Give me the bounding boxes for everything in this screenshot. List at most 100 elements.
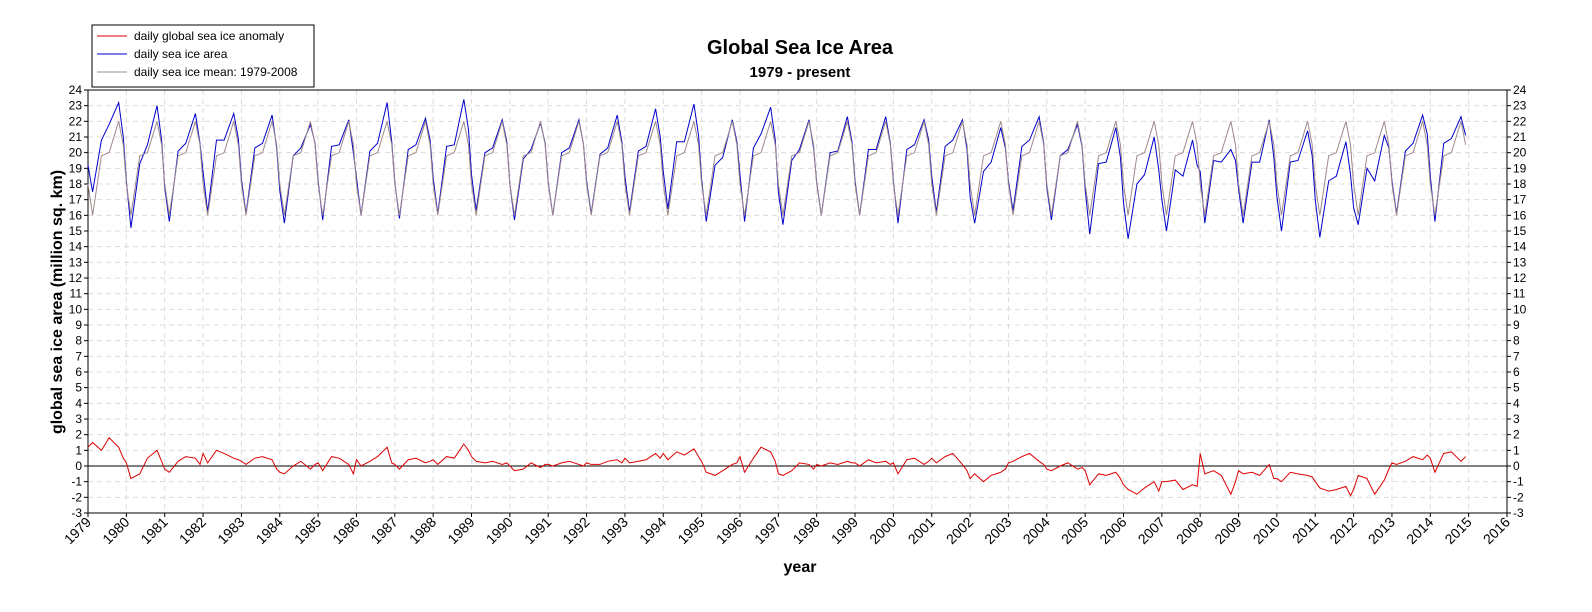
x-tick-label: 2002 [943, 514, 976, 547]
y-tick-label: 3 [75, 412, 82, 426]
x-tick-label: 1986 [329, 514, 362, 547]
y-tick-label: 0 [75, 459, 82, 473]
y2-tick-label: 23 [1513, 99, 1527, 113]
x-tick-label: 1985 [291, 514, 324, 547]
legend-label: daily global sea ice anomaly [134, 29, 284, 43]
series-line [87, 437, 1466, 497]
x-tick-label: 2014 [1403, 514, 1436, 547]
y-tick-label: 23 [69, 99, 83, 113]
x-tick-label: 1984 [253, 514, 286, 547]
x-tick-label: 1998 [789, 514, 822, 547]
y-tick-label: 16 [69, 208, 83, 222]
x-tick-label: 1990 [483, 514, 516, 547]
y2-tick-label: 17 [1513, 193, 1527, 207]
y-tick-label: 12 [69, 271, 83, 285]
x-tick-label: 1989 [444, 514, 477, 547]
y2-tick-label: 24 [1513, 83, 1527, 97]
y2-tick-label: 16 [1513, 208, 1527, 222]
x-tick-label: 1992 [559, 514, 592, 547]
x-tick-label: 2010 [1250, 514, 1283, 547]
y2-tick-label: 2 [1513, 428, 1520, 442]
x-tick-label: 1999 [828, 514, 861, 547]
y2-tick-label: 4 [1513, 396, 1520, 410]
y2-tick-label: 22 [1513, 114, 1527, 128]
y-tick-label: 6 [75, 365, 82, 379]
y-tick-label: 24 [69, 83, 83, 97]
y2-tick-label: 12 [1513, 271, 1527, 285]
y2-tick-label: 13 [1513, 255, 1527, 269]
y2-tick-label: 21 [1513, 130, 1527, 144]
chart-title: Global Sea Ice Area [707, 37, 894, 59]
y-tick-label: -2 [71, 490, 82, 504]
x-tick-label: 1982 [176, 514, 209, 547]
y2-tick-label: 20 [1513, 146, 1527, 160]
y-axis-label: global sea ice area (million sq. km) [49, 170, 66, 434]
x-tick-label: 2007 [1135, 514, 1168, 547]
y-tick-label: 13 [69, 255, 83, 269]
y-tick-label: -1 [71, 475, 82, 489]
y-tick-label: 10 [69, 302, 83, 316]
y-tick-label: 11 [70, 287, 83, 301]
y2-tick-label: -2 [1513, 490, 1524, 504]
x-tick-label: 1995 [674, 514, 707, 547]
x-tick-label: 2012 [1326, 514, 1359, 547]
x-tick-label: 2013 [1365, 514, 1398, 547]
x-tick-label: 1983 [214, 514, 247, 547]
x-tick-label: 2016 [1480, 514, 1513, 547]
y-tick-label: 21 [69, 130, 83, 144]
y-tick-label: -3 [71, 506, 82, 520]
y-tick-label: 5 [75, 381, 82, 395]
x-tick-label: 1987 [368, 514, 401, 547]
y2-tick-label: -3 [1513, 506, 1524, 520]
y2-tick-label: 14 [1513, 240, 1527, 254]
x-tick-label: 1993 [598, 514, 631, 547]
y-tick-label: 7 [75, 349, 82, 363]
legend-label: daily sea ice mean: 1979-2008 [134, 65, 298, 79]
y2-tick-label: 11 [1513, 287, 1526, 301]
plot-frame [87, 89, 1508, 514]
x-tick-label: 1979 [61, 514, 94, 547]
y-tick-label: 17 [69, 193, 83, 207]
y-tick-label: 1 [75, 443, 82, 457]
legend-box [91, 24, 315, 88]
y2-tick-label: 0 [1513, 459, 1520, 473]
y2-tick-label: 10 [1513, 302, 1527, 316]
x-tick-label: 2003 [981, 514, 1014, 547]
y-tick-label: 18 [69, 177, 83, 191]
y2-tick-label: 7 [1513, 349, 1520, 363]
y2-tick-label: 8 [1513, 334, 1520, 348]
x-tick-label: 2015 [1441, 514, 1474, 547]
y-tick-label: 22 [69, 114, 83, 128]
series-line [87, 121, 1467, 216]
x-tick-label: 2011 [1289, 514, 1322, 547]
x-tick-label: 1996 [713, 514, 746, 547]
x-tick-label: 1994 [636, 514, 669, 547]
y-tick-label: 9 [75, 318, 82, 332]
y-tick-label: 8 [75, 334, 82, 348]
y2-tick-label: 6 [1513, 365, 1520, 379]
x-tick-label: 1991 [521, 514, 554, 547]
y-tick-label: 4 [75, 396, 82, 410]
y2-tick-label: 18 [1513, 177, 1527, 191]
y-tick-label: 15 [69, 224, 83, 238]
x-tick-label: 2006 [1096, 514, 1129, 547]
y-tick-label: 19 [69, 161, 83, 175]
x-tick-label: 2000 [866, 514, 899, 547]
legend-label: daily sea ice area [134, 47, 228, 61]
chart-subtitle: 1979 - present [750, 64, 851, 81]
y-tick-label: 20 [69, 146, 83, 160]
x-tick-label: 2001 [905, 514, 938, 547]
x-tick-label: 1981 [137, 514, 170, 547]
y2-tick-label: 19 [1513, 161, 1527, 175]
x-tick-label: 2009 [1211, 514, 1244, 547]
y2-tick-label: 5 [1513, 381, 1520, 395]
y2-tick-label: -1 [1513, 475, 1524, 489]
y-tick-label: 14 [69, 240, 83, 254]
y2-tick-label: 15 [1513, 224, 1527, 238]
y2-tick-label: 1 [1513, 443, 1520, 457]
x-tick-label: 2008 [1173, 514, 1206, 547]
x-tick-label: 2005 [1058, 514, 1091, 547]
x-tick-label: 1980 [99, 514, 132, 547]
x-tick-label: 2004 [1020, 514, 1053, 547]
